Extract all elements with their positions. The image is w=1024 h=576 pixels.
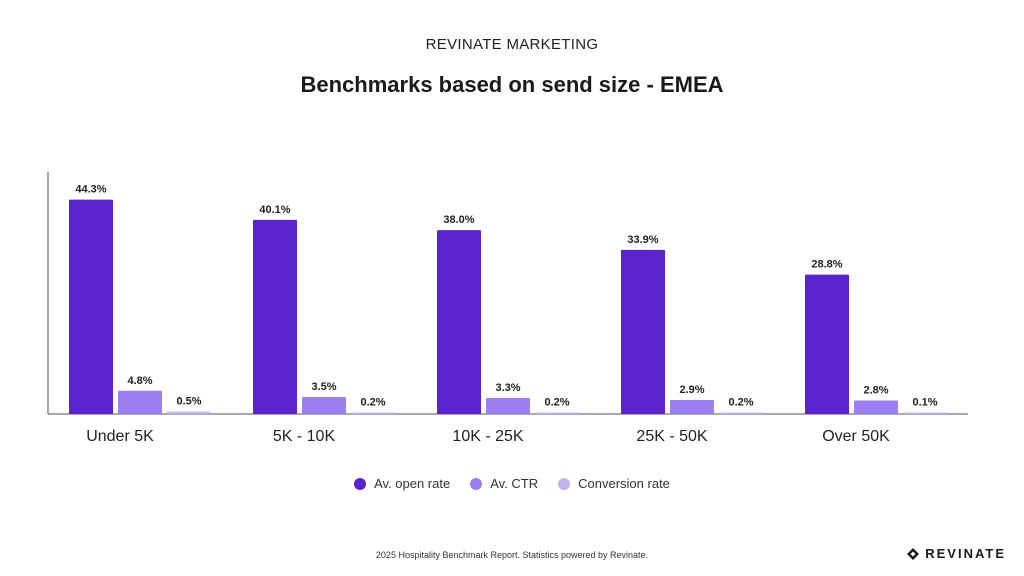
legend-label-ctr: Av. CTR	[490, 476, 539, 491]
data-label-0-2: 38.0%	[443, 214, 474, 226]
data-label-0-4: 28.8%	[811, 259, 842, 271]
legend-swatch-ctr	[470, 477, 483, 490]
legend-item-ctr: Av. CTR	[470, 476, 538, 491]
chart-legend: Av. open rate Av. CTR Conversion rate	[0, 476, 1024, 491]
bar-0-4	[805, 274, 849, 414]
legend-label-conversion-rate: Conversion rate	[578, 476, 670, 491]
bar-1-4	[854, 400, 898, 414]
data-label-2-2: 0.2%	[544, 397, 569, 409]
revinate-logo-icon	[907, 547, 920, 560]
bar-2-0	[167, 411, 211, 414]
data-label-0-3: 33.9%	[627, 234, 658, 246]
legend-item-open-rate: Av. open rate	[354, 476, 450, 491]
bar-2-4	[903, 412, 947, 414]
legend-item-conversion-rate: Conversion rate	[558, 476, 670, 491]
chart-supertitle: REVINATE MARKETING	[425, 36, 599, 53]
data-label-1-4: 2.8%	[863, 384, 888, 396]
data-label-1-3: 2.9%	[679, 384, 704, 396]
x-tick-label-0: Under 5K	[86, 428, 154, 445]
bar-0-0	[69, 199, 113, 414]
data-label-2-0: 0.5%	[176, 396, 201, 408]
legend-swatch-open-rate	[354, 477, 367, 490]
data-label-2-3: 0.2%	[728, 397, 753, 409]
chart-title: Benchmarks based on send size - EMEA	[300, 72, 724, 97]
footer-note: 2025 Hospitality Benchmark Report. Stati…	[375, 550, 649, 560]
data-label-2-4: 0.1%	[912, 397, 937, 409]
bar-1-2	[486, 398, 530, 414]
data-label-0-1: 40.1%	[259, 204, 290, 216]
data-label-1-2: 3.3%	[495, 382, 520, 394]
data-label-1-0: 4.8%	[127, 375, 152, 387]
bar-1-0	[118, 390, 162, 414]
legend-swatch-conversion-rate	[558, 477, 571, 490]
bar-1-1	[302, 397, 346, 414]
data-label-1-1: 3.5%	[311, 381, 336, 393]
legend-label-open-rate: Av. open rate	[374, 476, 451, 491]
brand-logo-text: REVINATE	[925, 546, 1006, 561]
bar-1-3	[670, 399, 714, 414]
x-tick-label-2: 10K - 25K	[452, 428, 523, 445]
bar-2-1	[351, 412, 395, 414]
x-tick-label-3: 25K - 50K	[636, 428, 707, 445]
x-tick-label-4: Over 50K	[822, 428, 890, 445]
data-label-0-0: 44.3%	[75, 184, 106, 196]
bar-0-2	[437, 230, 481, 414]
brand-logo: REVINATE	[906, 546, 1006, 561]
bar-0-1	[253, 219, 297, 414]
x-tick-label-1: 5K - 10K	[273, 428, 336, 445]
bar-2-2	[535, 412, 579, 414]
bar-0-3	[621, 249, 665, 414]
bar-2-3	[719, 412, 763, 414]
data-label-2-1: 0.2%	[360, 397, 385, 409]
